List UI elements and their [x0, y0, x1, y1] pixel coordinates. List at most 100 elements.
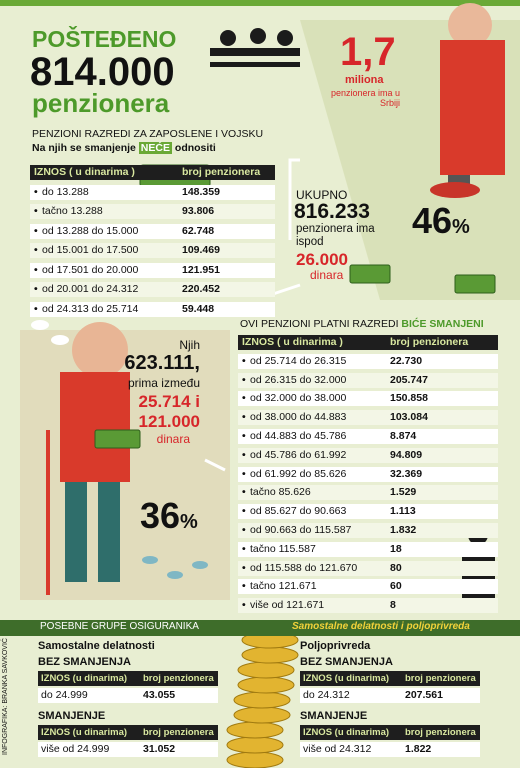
bullet: • [242, 486, 246, 499]
count-cell: 109.469 [182, 244, 220, 256]
range-cell: od 24.313 do 25.714 [42, 302, 139, 315]
range-cell: do 24.999 [41, 689, 88, 701]
count-cell: 121.951 [182, 263, 220, 276]
bullet: • [34, 302, 38, 315]
range-cell: više od 24.312 [303, 743, 372, 755]
callout1-unit: dinara [310, 268, 344, 282]
header-cell: broj penzionera [182, 166, 261, 178]
header-cell: IZNOS (u dinarima) [41, 727, 128, 738]
count-cell: 1.822 [405, 743, 432, 755]
count-cell: 1.529 [390, 486, 417, 499]
range-cell: od 32.000 do 38.000 [250, 392, 347, 405]
percent-value: 36 [140, 495, 181, 536]
range-cell: od 17.501 do 20.000 [42, 263, 139, 276]
percent-sign: % [452, 216, 470, 238]
count-cell: 43.055 [143, 689, 176, 701]
callout2-number: 623.111, [124, 352, 200, 374]
callout1-percent: 46% [412, 200, 470, 242]
count-cell: 103.084 [390, 411, 428, 424]
count-cell: 1.113 [390, 505, 416, 518]
subtitle-highlight: NEĆE [138, 142, 172, 154]
table-row: do 24.312 207.561 [300, 688, 480, 703]
callout2-from: 25.714 i [138, 392, 200, 411]
table-row: • od 26.315 do 32.000 205.747 [238, 372, 498, 388]
range-cell: od 45.786 do 61.992 [250, 448, 347, 461]
table-row: • od 44.883 do 45.786 8.874 [238, 429, 498, 444]
table2-title: OVI PENZIONI PLATNI RAZREDI BIĆE SMANJEN… [240, 318, 484, 330]
count-cell: 8 [390, 599, 396, 612]
pills [31, 320, 208, 579]
callout2-text: prima između [127, 376, 200, 390]
header-cell: IZNOS (u dinarima) [41, 673, 128, 684]
table-row: više od 24.999 31.052 [38, 742, 218, 757]
title-bottom: penzionera [32, 88, 170, 118]
table-row: • više od 121.671 8 [238, 598, 498, 614]
group-name: Samostalne delatnosti [38, 640, 155, 652]
grandma-illustration [430, 3, 505, 198]
range-cell: od 38.000 do 44.883 [250, 411, 347, 424]
table-row: • od 32.000 do 38.000 150.858 [238, 391, 498, 407]
callout1-number: 816.233 [294, 200, 370, 223]
header-cell: broj penzionera [143, 673, 214, 684]
table-row: • od 17.501 do 20.000 121.951 [30, 262, 275, 278]
range-cell: od 20.001 do 24.312 [42, 283, 139, 295]
group-name: Poljoprivreda [300, 640, 371, 652]
table-row: • od 20.001 do 24.312 220.452 [30, 282, 275, 297]
count-cell: 150.858 [390, 392, 428, 405]
title-number: 814.000 [30, 50, 175, 94]
count-cell: 80 [390, 561, 402, 574]
block-label: SMANJENJE [38, 710, 106, 722]
table-header: IZNOS (u dinarima) broj penzionera [300, 725, 480, 740]
title-top: POŠTEĐENO [32, 26, 177, 52]
block-label: SMANJENJE [300, 710, 368, 722]
range-cell: od 85.627 do 90.663 [250, 505, 347, 518]
percent-sign: % [180, 511, 198, 533]
callout1-amount: 26.000 [296, 250, 348, 269]
table-row: • od 38.000 do 44.883 103.084 [238, 410, 498, 426]
table-row: • od 90.663 do 115.587 1.832 [238, 523, 498, 538]
callout1-text: penzionera ima ispod [296, 223, 375, 248]
table-header: IZNOS ( u dinarima ) broj penzionera [30, 165, 275, 180]
table-row: • od 61.992 do 85.626 32.369 [238, 466, 498, 482]
count-cell: 220.452 [182, 283, 220, 295]
range-cell: od 25.714 do 26.315 [250, 354, 347, 367]
range-cell: više od 121.671 [250, 599, 325, 612]
range-cell: od 13.288 do 15.000 [42, 224, 139, 237]
header-cell: broj penzionera [405, 673, 476, 684]
stat-unit: miliona [345, 74, 384, 86]
block-label: BEZ SMANJENJA [300, 656, 393, 668]
callout2-unit: dinara [156, 432, 190, 446]
callout2-to: 121.000 [138, 412, 200, 431]
table-row: • tačno 121.671 60 [238, 579, 498, 595]
credit: INFOGRAFIKA: BRANKA SAVKOVIĆ [2, 638, 9, 755]
count-cell: 148.359 [182, 185, 220, 198]
count-cell: 59.448 [182, 302, 215, 315]
subtitle-end: odnositi [174, 142, 216, 154]
coin-stack [226, 631, 299, 768]
table-row: • od 24.313 do 25.714 59.448 [30, 301, 275, 317]
bullet: • [34, 263, 38, 276]
bullet: • [242, 467, 246, 480]
header-cell: broj penzionera [143, 727, 214, 738]
table-row: • tačno 85.626 1.529 [238, 485, 498, 501]
bench-silhouette [210, 28, 300, 67]
bullet: • [34, 205, 38, 217]
bullet: • [242, 430, 246, 442]
range-cell: tačno 115.587 [250, 542, 316, 555]
percent-value: 46 [412, 200, 453, 241]
bullet: • [34, 185, 38, 198]
header-cell: IZNOS (u dinarima) [303, 727, 390, 738]
table-row: • do 13.288 148.359 [30, 184, 275, 200]
count-cell: 18 [390, 542, 402, 555]
range-cell: od 26.315 do 32.000 [250, 373, 347, 386]
count-cell: 94.809 [390, 448, 423, 461]
bullet: • [242, 373, 246, 386]
count-cell: 93.806 [182, 205, 215, 217]
stat-value: 1,7 [340, 30, 396, 74]
table-row: • tačno 13.288 93.806 [30, 204, 275, 219]
header-cell: IZNOS (u dinarima) [303, 673, 390, 684]
range-cell: od 90.663 do 115.587 [250, 524, 352, 536]
table-row: • od 85.627 do 90.663 1.113 [238, 504, 498, 520]
bottom-title: POSEBNE GRUPE OSIGURANIKA [40, 621, 199, 632]
subtitle-text: Na njih se smanjenje [32, 142, 136, 154]
